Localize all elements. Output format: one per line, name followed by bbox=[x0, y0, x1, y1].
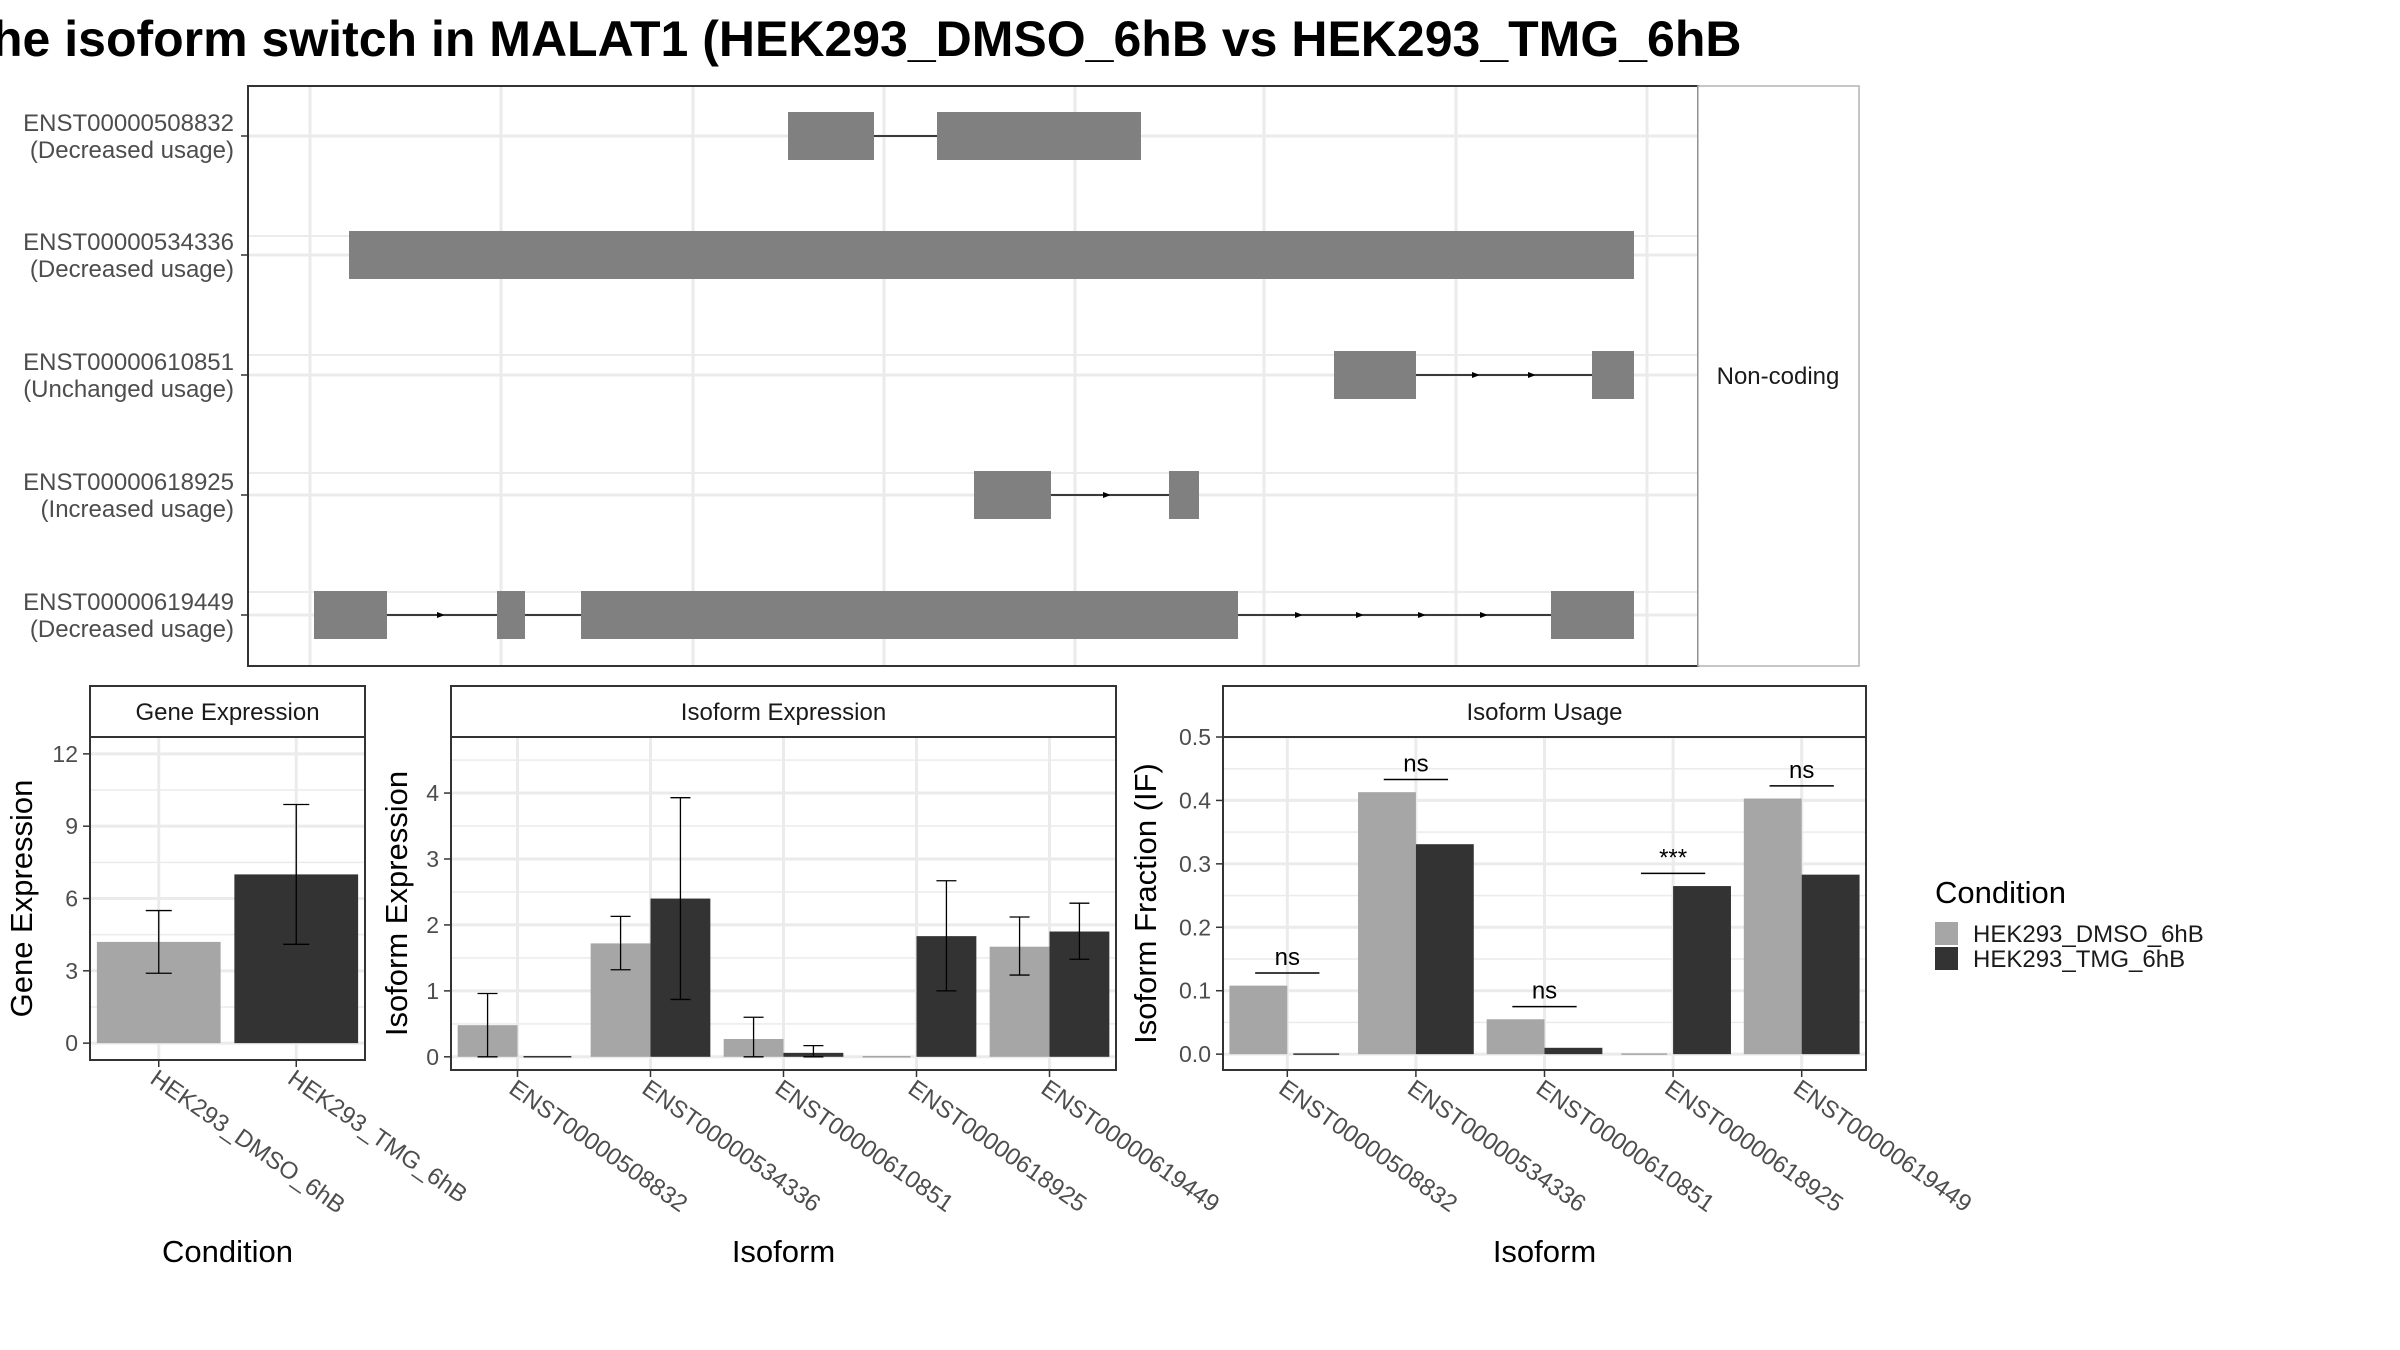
significance-label: ns bbox=[1275, 944, 1300, 971]
transcript-usage-label: (Decreased usage) bbox=[30, 137, 234, 164]
y-axis-title: Isoform Expression bbox=[379, 771, 414, 1036]
y-tick-label: 0.0 bbox=[1179, 1041, 1211, 1067]
legend-title: Condition bbox=[1935, 875, 2066, 910]
exon-block bbox=[581, 591, 1238, 639]
bar bbox=[1544, 1047, 1603, 1055]
exon-block bbox=[974, 471, 1051, 519]
transcript-id-label: ENST00000619449 bbox=[23, 589, 234, 616]
y-tick-label: 12 bbox=[52, 741, 78, 767]
exon-block bbox=[788, 112, 874, 160]
legend-item-label: HEK293_DMSO_6hB bbox=[1973, 921, 2204, 948]
panel-strip-label: Isoform Usage bbox=[1466, 699, 1622, 726]
transcript-id-label: ENST00000508832 bbox=[23, 110, 234, 137]
transcript-id-label: ENST00000618925 bbox=[23, 469, 234, 496]
y-tick-label: 3 bbox=[65, 958, 78, 984]
legend-swatch bbox=[1935, 947, 1958, 970]
panel-strip bbox=[1222, 685, 1867, 738]
intron-arrow bbox=[437, 612, 445, 618]
x-axis-title: Isoform bbox=[732, 1234, 835, 1269]
x-axis-title: Condition bbox=[162, 1234, 293, 1269]
intron-arrow bbox=[1103, 492, 1111, 498]
isoform-usage-panel: ns ns ns *** ns Isoform Usage 0.0 0.1 0.2 0.3 0.4 0… bbox=[1128, 685, 1976, 1269]
intron-arrow bbox=[1418, 612, 1426, 618]
panel-strip bbox=[89, 685, 366, 738]
y-tick-label: 0.4 bbox=[1179, 787, 1211, 813]
intron-arrow bbox=[1356, 612, 1364, 618]
x-axis-title: Isoform bbox=[1493, 1234, 1596, 1269]
bar bbox=[1743, 798, 1802, 1055]
panel-strip bbox=[450, 685, 1117, 738]
panel-strip-label: Isoform Expression bbox=[681, 699, 886, 726]
structure-strip bbox=[1697, 85, 1860, 667]
bar bbox=[1801, 874, 1860, 1055]
exon-block bbox=[1169, 471, 1199, 519]
significance-label: *** bbox=[1659, 844, 1687, 871]
y-axis-title: Gene Expression bbox=[4, 780, 39, 1018]
significance-label: ns bbox=[1403, 750, 1428, 777]
y-tick-label: 3 bbox=[426, 846, 439, 872]
transcript-id-label: ENST00000534336 bbox=[23, 229, 234, 256]
figure-title: he isoform switch in MALAT1 (HEK293_DMSO… bbox=[0, 11, 1742, 67]
y-axis-title: Isoform Fraction (IF) bbox=[1128, 763, 1163, 1044]
intron-arrow bbox=[1472, 372, 1480, 378]
intron-arrow bbox=[1528, 372, 1536, 378]
panel-strip-label: Gene Expression bbox=[135, 699, 319, 726]
y-tick-label: 0.2 bbox=[1179, 914, 1211, 940]
intron-arrow bbox=[1295, 612, 1303, 618]
legend-item-label: HEK293_TMG_6hB bbox=[1973, 946, 2185, 973]
exon-block bbox=[1334, 351, 1416, 399]
exon-block bbox=[1551, 591, 1634, 639]
non-coding-strip-label: Non-coding bbox=[1717, 363, 1840, 390]
exon-block bbox=[314, 591, 387, 639]
exon-block bbox=[497, 591, 525, 639]
bar bbox=[1486, 1019, 1545, 1055]
exon-block bbox=[1592, 351, 1634, 399]
transcript-usage-label: (Increased usage) bbox=[41, 496, 234, 523]
y-tick-label: 1 bbox=[426, 978, 439, 1004]
exon-block bbox=[937, 112, 1141, 160]
significance-label: ns bbox=[1532, 978, 1557, 1005]
transcript-usage-label: (Decreased usage) bbox=[30, 616, 234, 643]
significance-label: ns bbox=[1789, 757, 1814, 784]
y-tick-label: 0 bbox=[426, 1044, 439, 1070]
exon-block bbox=[349, 231, 1634, 279]
transcript-usage-label: (Unchanged usage) bbox=[23, 376, 234, 403]
y-tick-label: 6 bbox=[65, 886, 78, 912]
bar bbox=[1358, 792, 1416, 1055]
y-tick-label: 0.1 bbox=[1179, 978, 1211, 1004]
intron-arrow bbox=[1480, 612, 1488, 618]
legend-swatch bbox=[1935, 922, 1958, 945]
y-tick-label: 4 bbox=[426, 780, 439, 806]
bar bbox=[1229, 985, 1288, 1055]
bar bbox=[1673, 886, 1731, 1055]
transcript-usage-label: (Decreased usage) bbox=[30, 256, 234, 283]
y-tick-label: 2 bbox=[426, 912, 439, 938]
y-tick-label: 0 bbox=[65, 1030, 78, 1056]
bar bbox=[1415, 844, 1474, 1055]
y-tick-label: 0.5 bbox=[1179, 724, 1211, 750]
y-tick-label: 0.3 bbox=[1179, 851, 1211, 877]
transcript-id-label: ENST00000610851 bbox=[23, 349, 234, 376]
y-tick-label: 9 bbox=[65, 813, 78, 839]
isoform-expression-panel: Isoform Expression01234ENST00000508832EN… bbox=[379, 685, 1224, 1269]
